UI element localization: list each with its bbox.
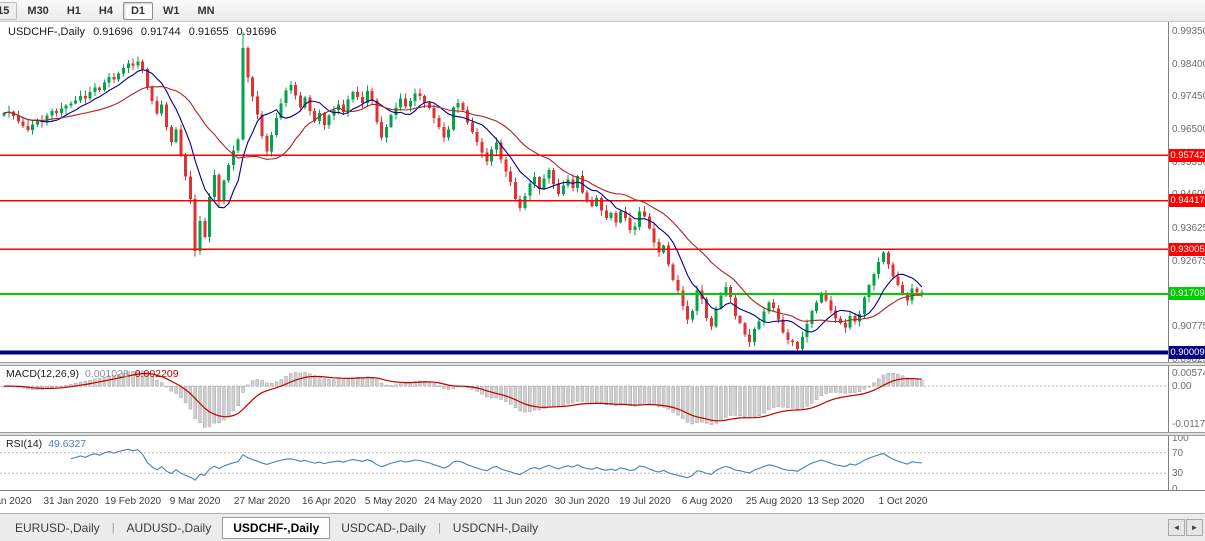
rsi-chart-canvas[interactable] <box>0 436 1168 490</box>
price-axis-tick: 0.90775 <box>1172 321 1205 332</box>
price-axis-tick: 0.92675 <box>1172 256 1205 267</box>
date-label: 5 May 2020 <box>364 496 418 507</box>
rsi-indicator-label: RSI(14) <box>6 438 43 450</box>
date-label: 13 Jan 2020 <box>0 496 32 507</box>
timeframe-button-h1[interactable]: H1 <box>59 2 89 20</box>
timeframe-button-d1[interactable]: D1 <box>122 1 153 20</box>
price-level-badge[interactable]: 0.91709 <box>1169 287 1205 300</box>
date-label: 6 Aug 2020 <box>681 496 733 507</box>
rsi-value: 49.6327 <box>48 438 87 450</box>
price-level-badge[interactable]: 0.94417 <box>1169 194 1205 207</box>
date-label: 13 Sep 2020 <box>807 496 865 507</box>
macd-axis-tick: 0.005744 <box>1172 368 1205 379</box>
date-label: 31 Jan 2020 <box>43 496 99 507</box>
panel-splitter-price-macd[interactable] <box>0 362 1205 366</box>
tab-scroll-right-icon[interactable]: ► <box>1186 519 1203 536</box>
ohlc-open: 0.91696 <box>93 26 133 38</box>
price-axis-tick: 0.95550 <box>1172 157 1205 168</box>
price-axis-tick: 0.93625 <box>1172 223 1205 234</box>
date-axis[interactable]: 13 Jan 2020 31 Jan 2020 19 Feb 2020 9 Mar 2… <box>0 490 1205 513</box>
date-label: 25 Aug 2020 <box>745 496 803 507</box>
macd-axis-tick: -0.011738 <box>1172 419 1205 430</box>
tab-separator: | <box>437 521 441 534</box>
price-axis-tick: 0.99350 <box>1172 26 1205 37</box>
price-axis-tick: 0.89825 <box>1172 354 1205 365</box>
rsi-axis-tick: 30 <box>1172 468 1184 479</box>
rsi-panel: RSI(14) 49.6327 <box>0 436 1168 490</box>
ohlc-high: 0.91744 <box>140 26 181 38</box>
ohlc-low: 0.91655 <box>188 26 229 38</box>
date-label: 9 Mar 2020 <box>169 496 221 507</box>
timeframe-button-mn[interactable]: MN <box>190 2 223 20</box>
chart-tab-audusd[interactable]: AUDUSD-,Daily <box>126 520 212 535</box>
price-chart-canvas[interactable] <box>0 22 1168 362</box>
macd-signal-value: 0.002209 <box>134 368 179 380</box>
date-label: 19 Feb 2020 <box>104 496 162 507</box>
chart-tabs-bar: EURUSD-,Daily | AUDUSD-,Daily USDCHF-,Daily… <box>0 513 1205 541</box>
chart-tab-usdchf[interactable]: USDCHF-,Daily <box>222 516 331 539</box>
price-level-badge[interactable]: 0.90009 <box>1169 346 1205 359</box>
date-label: 1 Oct 2020 <box>878 496 928 507</box>
panel-splitter-macd-rsi[interactable] <box>0 432 1205 436</box>
chart-title: USDCHF-,Daily 0.91696 0.91744 0.91655 0.… <box>8 26 281 38</box>
date-label: 24 May 2020 <box>424 496 482 507</box>
tab-scroll-left-icon[interactable]: ◄ <box>1168 519 1185 536</box>
date-label: 19 Jul 2020 <box>619 496 671 507</box>
price-axis-tick: 0.97450 <box>1172 91 1205 102</box>
price-level-badge[interactable]: 0.93005 <box>1169 243 1205 256</box>
rsi-axis-tick: 100 <box>1172 433 1189 444</box>
macd-label-row: MACD(12,26,9) 0.001028 0.002209 <box>6 368 179 380</box>
price-axis-tick: 0.96500 <box>1172 124 1205 135</box>
ohlc-close: 0.91696 <box>236 26 277 38</box>
timeframe-toolbar: M15M30H1H4D1W1MN <box>0 0 1205 22</box>
price-axis-tick: 0.98400 <box>1172 59 1205 70</box>
date-label: 27 Mar 2020 <box>233 496 291 507</box>
timeframe-button-h4[interactable]: H4 <box>91 2 121 20</box>
price-axis[interactable]: 0.993500.984000.974500.965000.955500.946… <box>1168 22 1205 490</box>
macd-axis-tick: 0.00 <box>1172 381 1192 392</box>
chart-tab-usdcnh[interactable]: USDCNH-,Daily <box>452 520 539 535</box>
macd-indicator-label: MACD(12,26,9) <box>6 368 79 380</box>
timeframe-button-m30[interactable]: M30 <box>19 2 56 20</box>
rsi-axis-tick: 70 <box>1172 448 1184 459</box>
price-level-badge[interactable]: 0.95742 <box>1169 149 1205 162</box>
price-panel: USDCHF-,Daily 0.91696 0.91744 0.91655 0.… <box>0 22 1168 362</box>
timeframe-button-m15[interactable]: M15 <box>0 1 18 20</box>
tab-scrollbar: ◄ ► <box>1168 519 1203 536</box>
chart-tab-usdcad[interactable]: USDCAD-,Daily <box>341 520 426 535</box>
timeframe-button-w1[interactable]: W1 <box>155 2 188 20</box>
tab-separator: | <box>111 521 115 534</box>
macd-chart-canvas[interactable] <box>0 366 1168 432</box>
date-label: 16 Apr 2020 <box>302 496 356 507</box>
macd-panel: MACD(12,26,9) 0.001028 0.002209 <box>0 366 1168 432</box>
date-label: 30 Jun 2020 <box>554 496 610 507</box>
rsi-axis-tick: 0 <box>1172 484 1178 490</box>
macd-main-value: 0.001028 <box>84 368 129 380</box>
symbol-label: USDCHF-,Daily <box>8 26 85 38</box>
chart-tab-eurusd[interactable]: EURUSD-,Daily <box>15 520 100 535</box>
rsi-label-row: RSI(14) 49.6327 <box>6 438 86 450</box>
date-label: 11 Jun 2020 <box>492 496 548 507</box>
